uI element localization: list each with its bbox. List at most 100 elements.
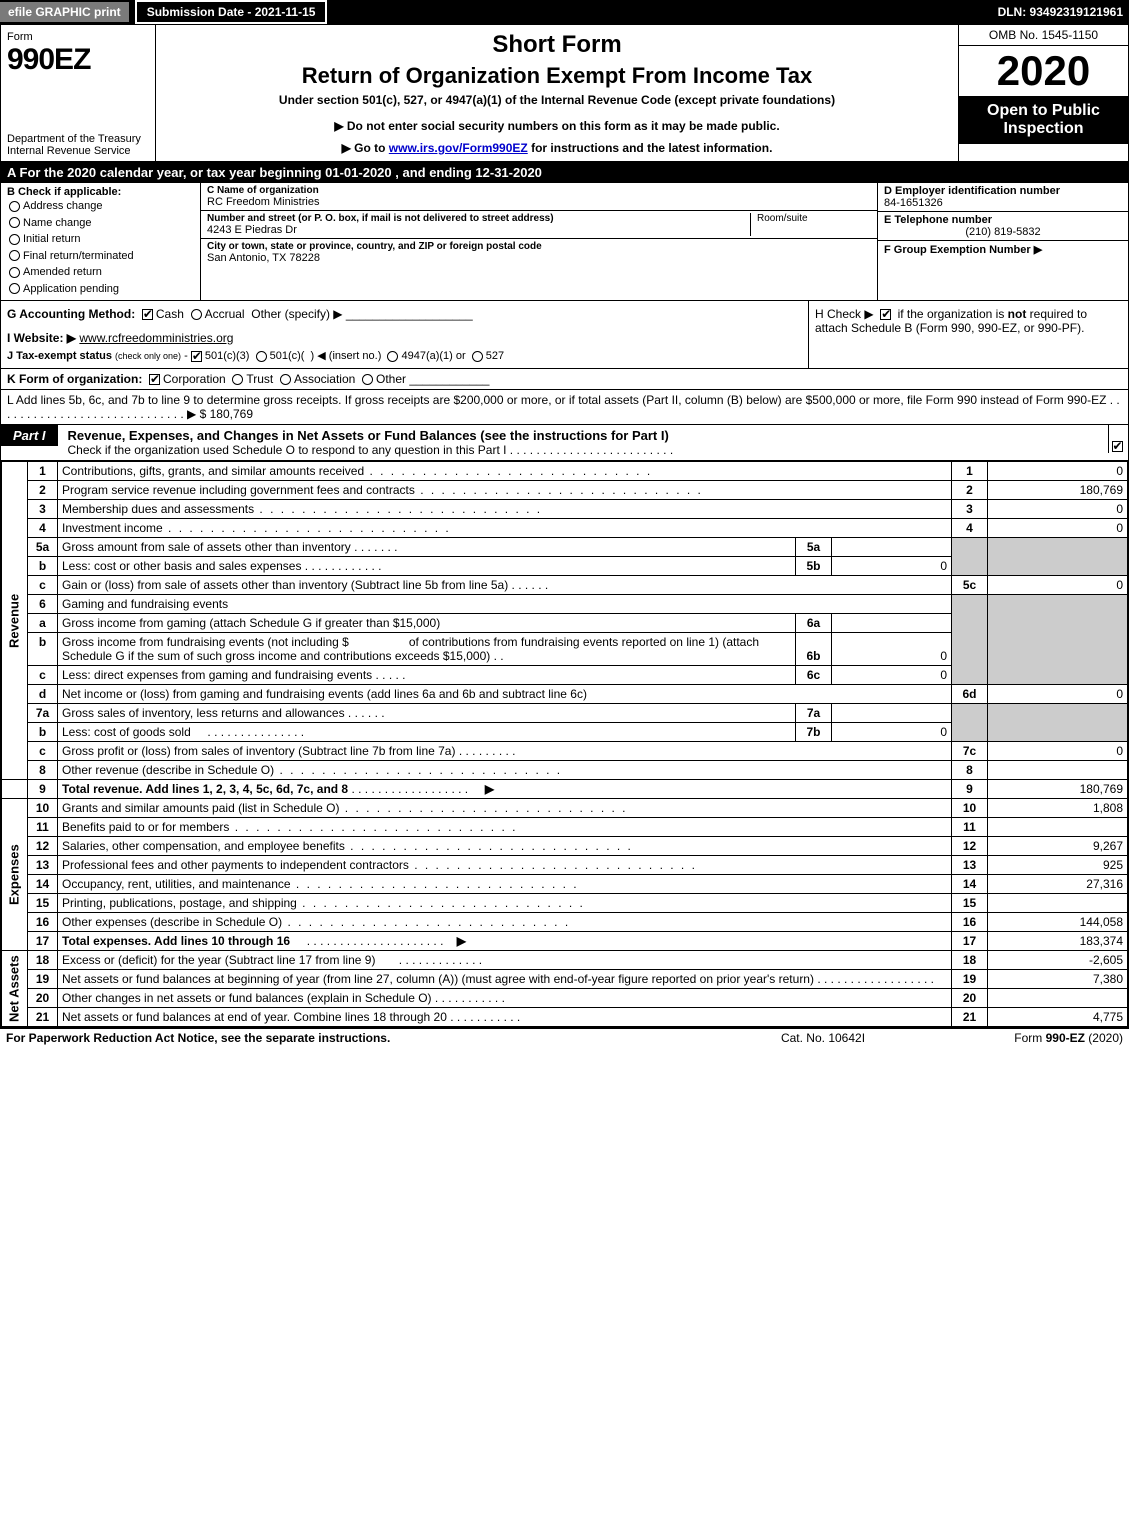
form-word: Form — [7, 31, 33, 43]
l8-val — [988, 761, 1128, 780]
street-cell: Number and street (or P. O. box, if mail… — [201, 211, 877, 239]
l6-shade-val — [988, 595, 1128, 685]
efile-print-button[interactable]: efile GRAPHIC print — [0, 2, 131, 22]
l15-box: 15 — [952, 894, 988, 913]
l4-box: 4 — [952, 519, 988, 538]
phone-label: E Telephone number — [884, 214, 992, 226]
cash-checkbox[interactable] — [142, 309, 153, 320]
l7b-subval: 0 — [832, 723, 952, 742]
l7c-num: c — [28, 742, 58, 761]
l14-box: 14 — [952, 875, 988, 894]
l9-val: 180,769 — [988, 780, 1128, 799]
accounting-label: G Accounting Method: — [7, 307, 135, 321]
l2-val: 180,769 — [988, 481, 1128, 500]
revenue-side-label: Revenue — [2, 462, 28, 780]
schedule-b-checkbox[interactable] — [880, 309, 891, 320]
l7b-desc: Less: cost of goods sold . . . . . . . .… — [58, 723, 796, 742]
opt-amended-return[interactable]: Amended return — [9, 264, 194, 281]
l6d-num: d — [28, 685, 58, 704]
part-1-schedule-o-check[interactable] — [1108, 425, 1128, 453]
l12-box: 12 — [952, 837, 988, 856]
l13-box: 13 — [952, 856, 988, 875]
h-not: not — [1008, 307, 1027, 321]
l6c-num: c — [28, 666, 58, 685]
l5a-num: 5a — [28, 538, 58, 557]
l1-num: 1 — [28, 462, 58, 481]
expenses-side-label: Expenses — [2, 799, 28, 951]
city-cell: City or town, state or province, country… — [201, 239, 877, 300]
l8-num: 8 — [28, 761, 58, 780]
l20-val — [988, 989, 1128, 1008]
l2-desc: Program service revenue including govern… — [58, 481, 952, 500]
l4-num: 4 — [28, 519, 58, 538]
subtitle: Under section 501(c), 527, or 4947(a)(1)… — [166, 93, 948, 107]
opt-final-return[interactable]: Final return/terminated — [9, 248, 194, 265]
l19-val: 7,380 — [988, 970, 1128, 989]
l15-val — [988, 894, 1128, 913]
l18-num: 18 — [28, 951, 58, 970]
page-footer: For Paperwork Reduction Act Notice, see … — [0, 1028, 1129, 1047]
irs-link[interactable]: www.irs.gov/Form990EZ — [389, 141, 528, 155]
accrual-radio[interactable] — [191, 309, 202, 320]
l3-box: 3 — [952, 500, 988, 519]
corp-checkbox[interactable] — [149, 374, 160, 385]
l6d-desc: Net income or (loss) from gaming and fun… — [58, 685, 952, 704]
l20-desc: Other changes in net assets or fund bala… — [58, 989, 952, 1008]
line-l: L Add lines 5b, 6c, and 7b to line 9 to … — [1, 390, 1128, 425]
net-assets-side-label: Net Assets — [2, 951, 28, 1027]
open-inspection: Open to Public Inspection — [959, 96, 1128, 144]
box-g: G Accounting Method: Cash Accrual Other … — [1, 301, 808, 368]
opt-initial-return[interactable]: Initial return — [9, 231, 194, 248]
l4-desc: Investment income — [58, 519, 952, 538]
website-value[interactable]: www.rcfreedomministries.org — [79, 331, 233, 345]
l8-desc: Other revenue (describe in Schedule O) — [58, 761, 952, 780]
501c-radio[interactable] — [256, 351, 267, 362]
header-left: Form 990EZ Department of the Treasury In… — [1, 25, 156, 161]
opt-address-change[interactable]: Address change — [9, 198, 194, 215]
501c3-checkbox[interactable] — [191, 351, 202, 362]
l5b-desc: Less: cost or other basis and sales expe… — [58, 557, 796, 576]
l14-num: 14 — [28, 875, 58, 894]
city-state-zip: San Antonio, TX 78228 — [207, 252, 320, 264]
l6a-desc: Gross income from gaming (attach Schedul… — [58, 614, 796, 633]
trust-radio[interactable] — [232, 374, 243, 385]
paperwork-notice: For Paperwork Reduction Act Notice, see … — [6, 1031, 723, 1045]
l20-box: 20 — [952, 989, 988, 1008]
l4-val: 0 — [988, 519, 1128, 538]
ein-value: 84-1651326 — [884, 197, 943, 209]
l19-box: 19 — [952, 970, 988, 989]
l17-desc: Total expenses. Add lines 10 through 16 … — [58, 932, 952, 951]
l10-desc: Grants and similar amounts paid (list in… — [58, 799, 952, 818]
l7b-num: b — [28, 723, 58, 742]
assoc-radio[interactable] — [280, 374, 291, 385]
l16-num: 16 — [28, 913, 58, 932]
city-label: City or town, state or province, country… — [207, 241, 542, 252]
goto-post: for instructions and the latest informat… — [528, 141, 773, 155]
l5c-num: c — [28, 576, 58, 595]
l17-box: 17 — [952, 932, 988, 951]
other-org-radio[interactable] — [362, 374, 373, 385]
arrow-icon: ▶ — [457, 934, 466, 948]
l21-val: 4,775 — [988, 1008, 1128, 1027]
assoc-label: Association — [294, 372, 355, 386]
form-number: 990EZ — [7, 43, 149, 77]
main-title: Return of Organization Exempt From Incom… — [166, 63, 948, 89]
l5c-desc: Gain or (loss) from sale of assets other… — [58, 576, 952, 595]
opt-application-pending[interactable]: Application pending — [9, 281, 194, 298]
l6c-subval: 0 — [832, 666, 952, 685]
l6c-desc: Less: direct expenses from gaming and fu… — [58, 666, 796, 685]
part-1-header: Part I Revenue, Expenses, and Changes in… — [1, 425, 1128, 461]
l6c-subnum: 6c — [796, 666, 832, 685]
4947-radio[interactable] — [387, 351, 398, 362]
l7a-subnum: 7a — [796, 704, 832, 723]
opt-name-change[interactable]: Name change — [9, 215, 194, 232]
trust-label: Trust — [246, 372, 273, 386]
527-radio[interactable] — [472, 351, 483, 362]
box-h: H Check ▶ if the organization is not req… — [808, 301, 1128, 368]
room-suite-label: Room/suite — [751, 213, 871, 236]
h-text1: H Check ▶ — [815, 307, 874, 321]
part-1-table: Revenue 1 Contributions, gifts, grants, … — [1, 461, 1128, 1027]
l7b-subnum: 7b — [796, 723, 832, 742]
calendar-year-row: A For the 2020 calendar year, or tax yea… — [1, 163, 1128, 183]
l6b-subnum: 6b — [796, 633, 832, 666]
